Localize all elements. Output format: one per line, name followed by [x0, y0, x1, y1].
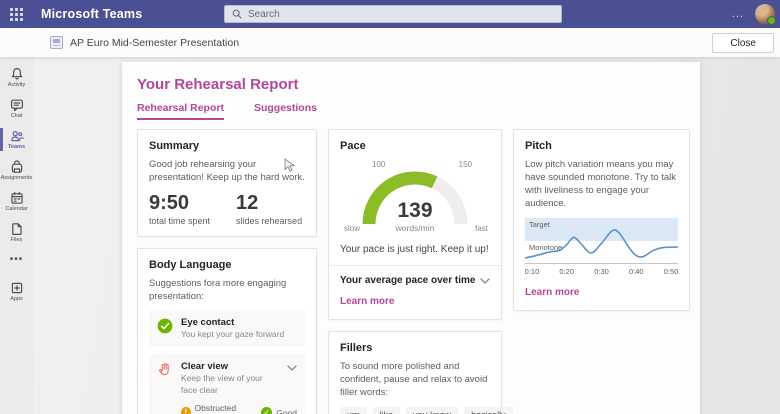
x-tick-label: 0:30	[594, 267, 609, 277]
calendar-icon	[10, 192, 23, 204]
body-language-card: Body Language Suggestions fora more enga…	[137, 248, 317, 414]
pace-unit: words/min	[395, 223, 435, 233]
page-title: Your Rehearsal Report	[137, 76, 299, 93]
sidebar-item-assignments[interactable]: Assignments	[0, 155, 33, 186]
pace-card: Pace 100 150 slow fast 139 words/min You…	[328, 129, 502, 320]
summary-description: Good job rehearsing your presentation! K…	[149, 159, 305, 184]
filler-words-list: um like you know basically	[340, 407, 513, 414]
chevron-down-icon[interactable]	[287, 365, 297, 372]
teams-people-icon	[10, 130, 24, 142]
tab-rehearsal-report[interactable]: Rehearsal Report	[137, 102, 224, 120]
pace-card-title: Pace	[340, 140, 366, 152]
body-language-card-title: Body Language	[149, 259, 232, 272]
user-avatar[interactable]	[755, 4, 776, 25]
sidebar-item-apps[interactable]: Apps	[0, 276, 33, 307]
pitch-card-title: Pitch	[525, 140, 552, 152]
stat-total-time: 9:50 total time spent	[149, 192, 211, 227]
average-pace-expander[interactable]: Your average pace over time	[340, 275, 490, 286]
pitch-card: Pitch Low pitch variation means you may …	[513, 129, 690, 312]
sidebar-item-activity[interactable]: Activity	[0, 62, 33, 93]
sidebar-item-calendar[interactable]: Calendar	[0, 186, 33, 217]
example-good: ✓ Good	[261, 403, 297, 414]
close-button[interactable]: Close	[712, 33, 774, 53]
document-tab-bar: AP Euro Mid-Semester Presentation Close	[0, 28, 780, 57]
chevron-down-icon[interactable]	[480, 277, 490, 284]
warning-badge-icon: !	[181, 407, 191, 414]
check-circle-icon	[157, 319, 173, 334]
pitch-x-ticks: 0:10 0:20 0:30 0:40 0:50	[524, 267, 679, 277]
pace-value: 139	[397, 199, 433, 222]
backpack-icon	[11, 160, 22, 173]
filler-word-chip: basically	[464, 407, 513, 414]
filler-word-chip: like	[372, 407, 401, 414]
search-icon	[232, 9, 242, 19]
app-sidebar: Activity Chat Teams	[0, 57, 33, 414]
x-tick-label: 0:10	[524, 267, 540, 277]
summary-card: Summary Good job rehearsing your present…	[137, 129, 317, 238]
pace-learn-more-link[interactable]: Learn more	[340, 296, 395, 307]
report-tabs: Rehearsal Report Suggestions	[137, 102, 690, 120]
search-input[interactable]	[248, 8, 554, 20]
divider	[329, 265, 501, 266]
body-language-description: Suggestions fora more engaging presentat…	[149, 278, 287, 303]
x-tick-label: 0:50	[663, 267, 679, 277]
x-tick-label: 0:40	[628, 267, 644, 277]
example-obstructed-view: ! Obstructed view	[181, 403, 247, 414]
summary-card-title: Summary	[149, 140, 200, 152]
pace-gauge-chart	[362, 171, 468, 225]
presentation-file-icon	[50, 36, 63, 49]
chat-bubble-icon	[10, 99, 23, 112]
filler-word-chip: you know	[406, 407, 459, 414]
sidebar-item-chat[interactable]: Chat	[0, 93, 33, 124]
open-presentation-tab[interactable]: AP Euro Mid-Semester Presentation	[50, 36, 239, 49]
sidebar-more-ellipsis-icon[interactable]: •••	[9, 253, 24, 265]
pitch-line-chart: Target Monotone	[524, 218, 679, 265]
monotone-label: Monotone	[529, 243, 563, 253]
pitch-description: Low pitch variation means you may have s…	[525, 159, 677, 210]
apps-plus-icon	[11, 282, 22, 294]
pace-gauge: 100 150 slow fast 139 words/min	[340, 158, 490, 236]
tab-suggestions[interactable]: Suggestions	[253, 102, 317, 114]
file-icon	[11, 223, 22, 235]
presentation-title: AP Euro Mid-Semester Presentation	[70, 36, 240, 49]
filler-word-chip: um	[340, 407, 367, 414]
target-band-label: Target	[529, 220, 550, 230]
hand-over-face-icon	[158, 363, 169, 376]
pitch-chart-svg	[524, 218, 679, 260]
pace-caption: Your pace is just right. Keep it up!	[340, 244, 489, 255]
fillers-description: To sound more polished and confident, pa…	[340, 361, 488, 399]
main-content-area: Your Rehearsal Report Rehearsal Report S…	[33, 57, 780, 414]
body-language-item-clear-view[interactable]: Clear view Keep the view of your face cl…	[149, 354, 305, 414]
search-bar[interactable]	[224, 5, 562, 23]
teams-top-bar: Microsoft Teams ...	[0, 0, 780, 28]
app-title: Microsoft Teams	[41, 7, 143, 21]
sidebar-item-teams[interactable]: Teams	[0, 124, 33, 155]
body-language-item-eye-contact[interactable]: Eye contact You kept your gaze forward	[149, 310, 305, 348]
more-options-ellipsis-icon[interactable]: ...	[731, 8, 744, 20]
rehearsal-report-panel: Your Rehearsal Report Rehearsal Report S…	[122, 62, 700, 414]
sidebar-item-files[interactable]: Files	[0, 217, 33, 248]
good-badge-icon: ✓	[261, 407, 273, 414]
fillers-card-title: Fillers	[340, 342, 373, 354]
fillers-card: Fillers To sound more polished and confi…	[328, 331, 513, 414]
pitch-learn-more-link[interactable]: Learn more	[525, 287, 580, 299]
bell-icon	[11, 68, 22, 80]
stat-slides-rehearsed: 12 slides rehearsed	[236, 192, 303, 227]
x-tick-label: 0:20	[559, 267, 575, 277]
app-launcher-waffle-icon[interactable]	[0, 0, 33, 28]
